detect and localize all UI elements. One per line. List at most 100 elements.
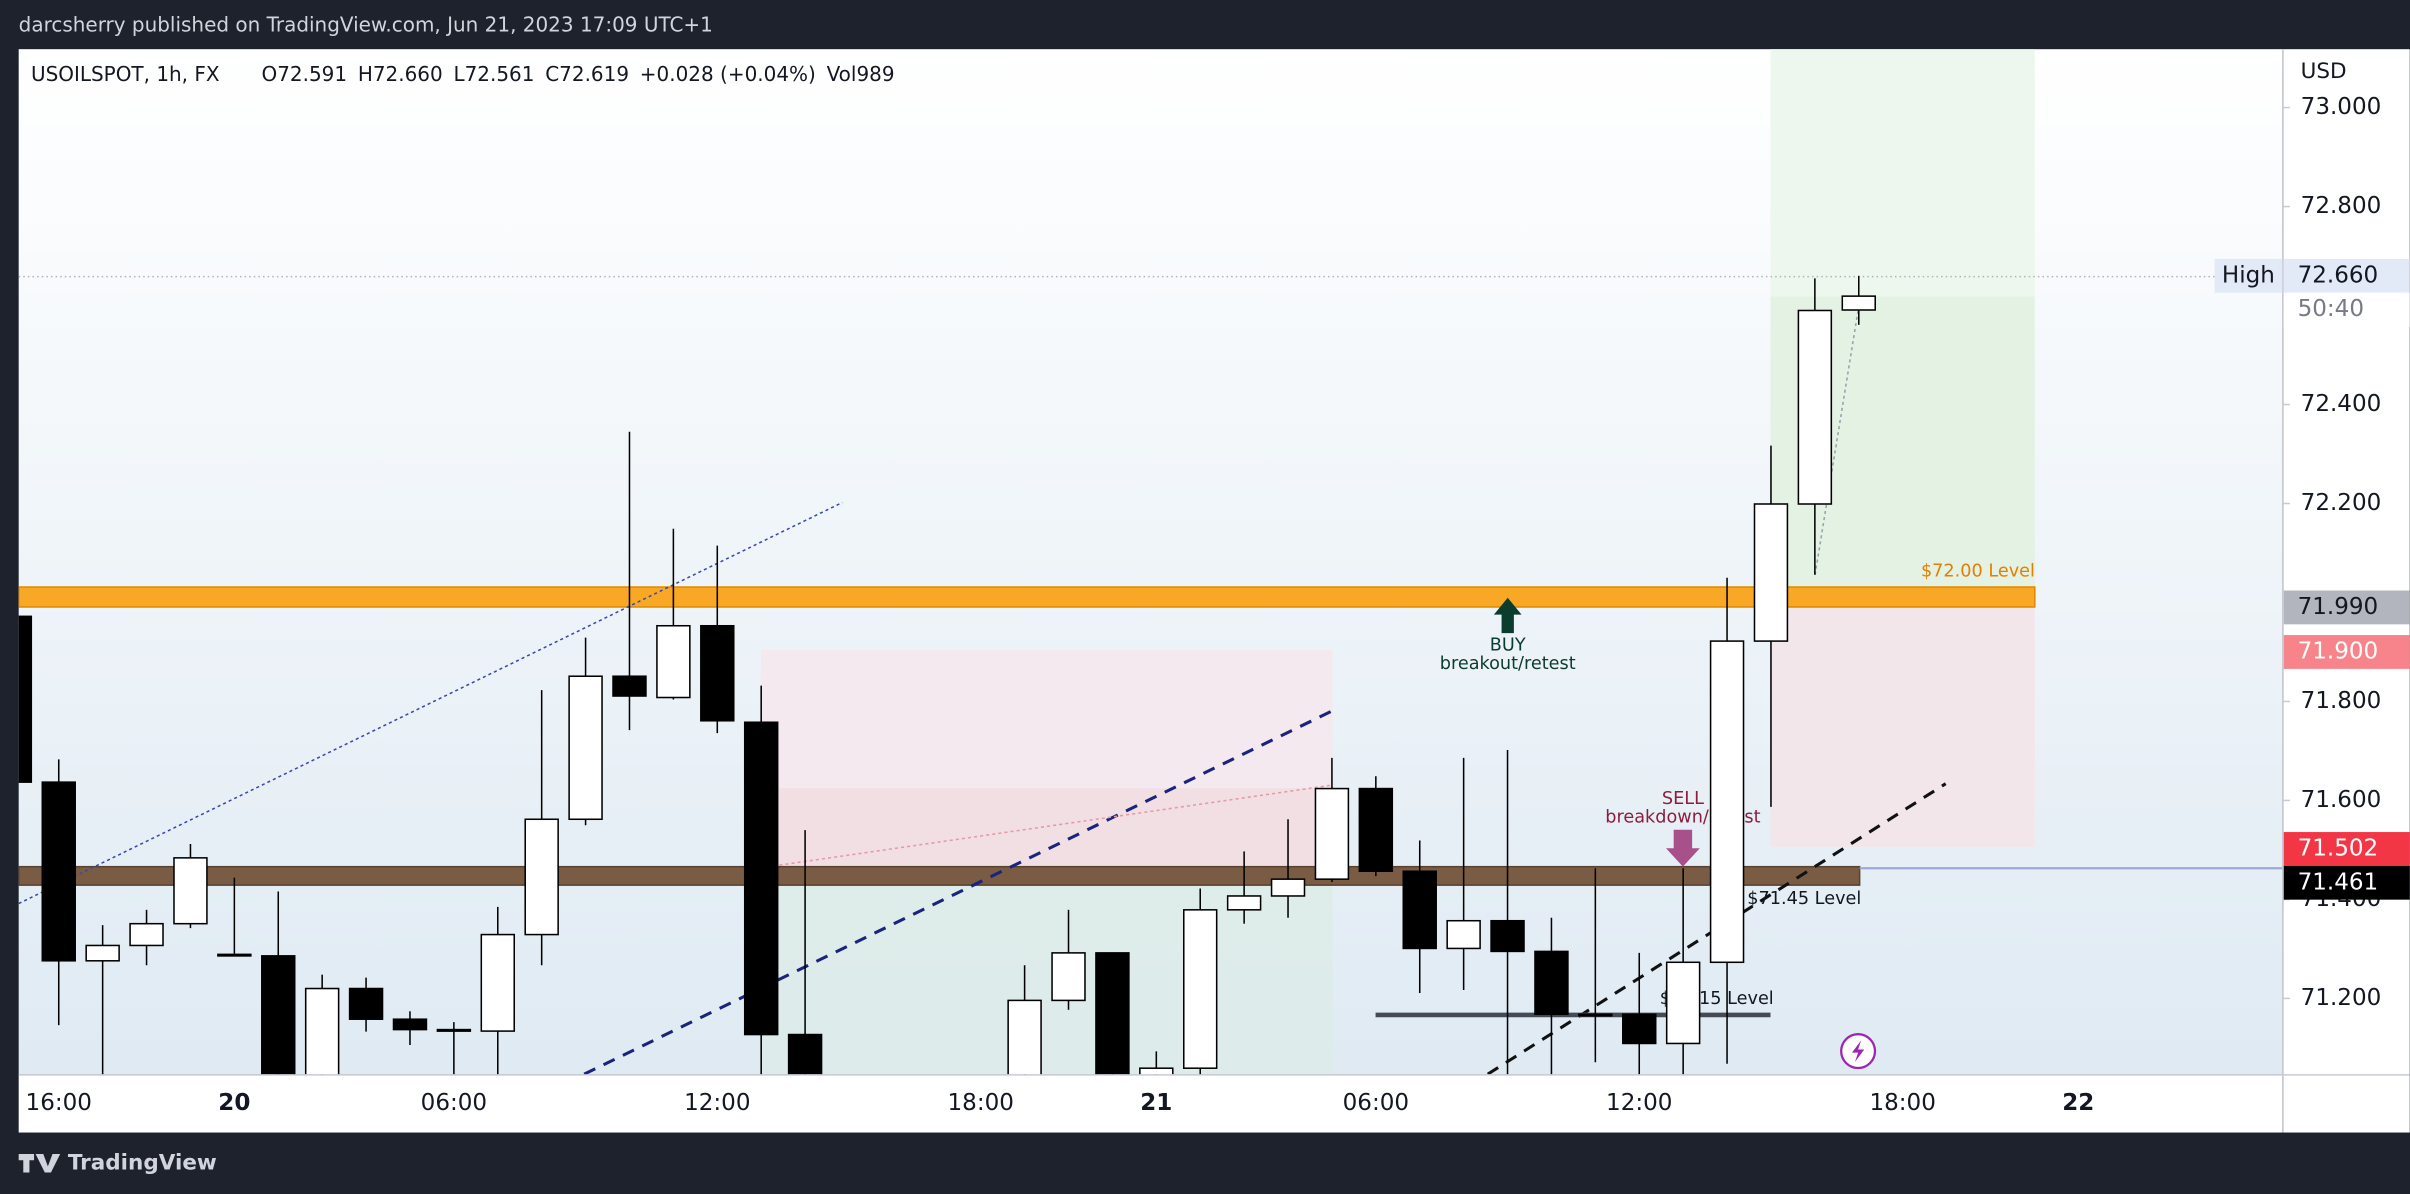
y-tick-label: 71.600 bbox=[2301, 787, 2382, 813]
candle-body bbox=[173, 857, 208, 925]
candle-body bbox=[568, 675, 603, 821]
candle-body bbox=[787, 1033, 823, 1075]
price-tag: High bbox=[2222, 262, 2275, 288]
x-tick-label: 21 bbox=[1140, 1090, 1172, 1116]
candle-body bbox=[1358, 787, 1394, 872]
candle-body bbox=[524, 818, 559, 936]
candle-body bbox=[1534, 950, 1569, 1016]
candle-body bbox=[1402, 870, 1437, 950]
candle-body bbox=[129, 922, 164, 947]
sell-arrow bbox=[1666, 829, 1700, 867]
candle-body bbox=[348, 987, 384, 1020]
price-label: 71.900 bbox=[2298, 638, 2379, 664]
x-tick-label: 18:00 bbox=[1869, 1090, 1935, 1116]
trend-line bbox=[18, 501, 843, 905]
price-label: 71.461 bbox=[2298, 869, 2379, 895]
price-label-box bbox=[2283, 865, 2410, 900]
drawings: $72.00 LevelBUYbreakout/retestSELLbreakd… bbox=[18, 49, 2283, 1075]
candle-body bbox=[261, 955, 296, 1075]
annotation: $72.00 Level bbox=[1921, 562, 2035, 582]
x-tick-label: 16:00 bbox=[26, 1090, 92, 1116]
candle-body bbox=[1051, 952, 1086, 1002]
countdown: 50:40 bbox=[2298, 296, 2364, 322]
axis-unit: USD bbox=[2301, 59, 2347, 84]
price-tag-box bbox=[2214, 258, 2283, 293]
candle-body bbox=[1139, 1067, 1174, 1075]
legend-value: C72.619 bbox=[545, 62, 629, 86]
candle-body bbox=[18, 615, 33, 783]
candle-body bbox=[1753, 503, 1789, 642]
candle-body bbox=[1622, 1013, 1657, 1045]
candle-body bbox=[743, 721, 779, 1036]
candle-body bbox=[480, 933, 516, 1032]
legend-value: H72.660 bbox=[358, 62, 443, 86]
candle-body bbox=[1797, 309, 1833, 505]
y-tick-label: 71.800 bbox=[2301, 688, 2382, 714]
annotation: breakout/retest bbox=[1440, 654, 1576, 674]
candle-body bbox=[700, 624, 735, 722]
time-axis bbox=[18, 1074, 2283, 1133]
candle-body bbox=[1446, 919, 1481, 950]
candle-body bbox=[1665, 961, 1701, 1045]
candle-body bbox=[1314, 787, 1350, 880]
x-tick-label: 12:00 bbox=[684, 1090, 750, 1116]
candle-body bbox=[1841, 295, 1876, 311]
candle-body bbox=[1490, 919, 1525, 953]
alert-icon-bolt bbox=[1851, 1040, 1865, 1062]
x-tick-label: 06:00 bbox=[421, 1090, 487, 1116]
candle-body bbox=[304, 987, 340, 1075]
candle-body bbox=[217, 953, 252, 957]
price-label-box bbox=[2283, 258, 2410, 293]
brand-logo bbox=[18, 1154, 61, 1173]
candle-body bbox=[1007, 999, 1042, 1075]
annotation: $71.45 Level bbox=[1747, 889, 1861, 909]
trend-line bbox=[583, 710, 1332, 1075]
x-tick-label: 22 bbox=[2062, 1090, 2094, 1116]
legend-value: Vol989 bbox=[827, 62, 895, 86]
stop-zone bbox=[1770, 606, 2035, 847]
y-tick-label: 72.200 bbox=[2301, 490, 2382, 516]
annotation: SELL bbox=[1662, 789, 1704, 809]
candle-body bbox=[1578, 1013, 1613, 1017]
price-label: 72.660 bbox=[2298, 262, 2379, 288]
candle-body bbox=[1226, 895, 1262, 911]
x-tick-label: 06:00 bbox=[1343, 1090, 1409, 1116]
trend-line bbox=[779, 784, 1332, 866]
legend-value: +0.028 (+0.04%) bbox=[640, 62, 816, 86]
candle-body bbox=[656, 624, 691, 699]
countdown-box bbox=[2283, 292, 2410, 327]
price-label-box bbox=[2283, 590, 2410, 625]
candle-body bbox=[85, 944, 120, 962]
price-labels: 72.660 High 50:40 71.990 71.900 71.502 71.461 bbox=[2214, 258, 2410, 900]
price-label: 71.990 bbox=[2298, 594, 2379, 620]
x-tick-label: 12:00 bbox=[1606, 1090, 1672, 1116]
candle-body bbox=[1270, 878, 1306, 897]
header-text: darcsherry published on TradingView.com,… bbox=[19, 13, 713, 37]
price-label-box bbox=[2283, 635, 2410, 669]
resistance-zone bbox=[18, 586, 2036, 608]
x-tick-label: 20 bbox=[218, 1090, 250, 1116]
y-tick-label: 71.200 bbox=[2301, 985, 2382, 1011]
candle-body bbox=[1709, 640, 1745, 964]
candle-body bbox=[436, 1028, 472, 1032]
price-label-box bbox=[2283, 832, 2410, 866]
legend-value: L72.561 bbox=[453, 62, 534, 86]
target-zone bbox=[1770, 49, 2035, 297]
x-axis: 16:00 20 06:00 12:00 18:00 21 06:00 12:00 18:00 2… bbox=[26, 1090, 2095, 1116]
brand-name: TradingView bbox=[68, 1150, 217, 1175]
trend-line bbox=[1486, 782, 1947, 1075]
annotation: BUY bbox=[1490, 635, 1526, 655]
candle-body bbox=[1095, 952, 1130, 1075]
y-tick-label: 73.000 bbox=[2301, 94, 2382, 120]
legend-symbol: USOILSPOT, 1h, FX bbox=[31, 62, 220, 86]
projection-line bbox=[1814, 310, 1859, 575]
y-tick-label: 72.800 bbox=[2301, 193, 2382, 219]
x-tick-label: 18:00 bbox=[947, 1090, 1013, 1116]
stop-zone bbox=[779, 788, 1333, 870]
legend-value: O72.591 bbox=[261, 62, 347, 86]
buy-arrow bbox=[1493, 597, 1522, 634]
candle-body bbox=[392, 1018, 428, 1031]
candle-body bbox=[1182, 909, 1218, 1069]
